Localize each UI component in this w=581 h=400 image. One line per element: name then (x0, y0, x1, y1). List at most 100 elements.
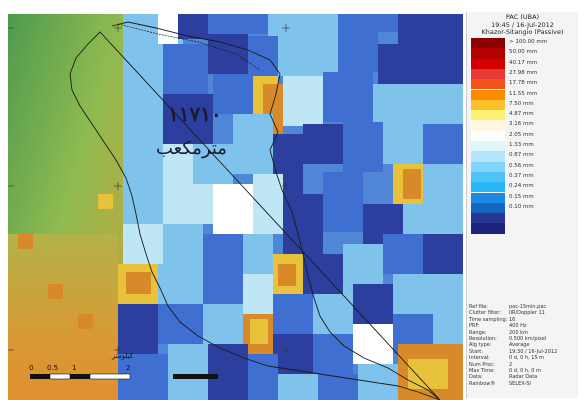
radar-cell (408, 359, 448, 389)
radar-cell (163, 44, 208, 94)
legend-label: 27.98 mm (509, 69, 538, 76)
legend-label: 17.78 mm (509, 80, 538, 87)
info-key: PRF: (469, 323, 480, 330)
radar-cell (213, 184, 253, 234)
info-row: Max Time: 0 d, 0 h, 0 m (469, 368, 541, 374)
overlay-volume-unit: مترمكعب (156, 138, 227, 159)
info-row: Rainbow® SELEX-SI (469, 381, 531, 387)
catchment-boundary (69, 21, 441, 400)
radar-cell (18, 234, 33, 249)
radar-cell (126, 272, 151, 294)
legend-swatch (471, 213, 505, 224)
legend-entry: 17.78 mm (471, 79, 575, 90)
radar-cell (163, 144, 193, 184)
legend-label: 0.24 mm (509, 183, 534, 190)
scale-label-0: 0 (29, 364, 34, 372)
radar-cell (278, 374, 318, 400)
legend-swatch (471, 182, 505, 193)
info-row: Clutter filter: IIR/Doppler 11 (469, 310, 545, 316)
radar-cell (48, 284, 63, 299)
info-value: 0 d, 0 h, 0 m (509, 368, 541, 374)
legend-label: 0.87 mm (509, 152, 534, 159)
info-row: Num Proc: 2 (469, 362, 512, 368)
legend-label: 7.50 mm (509, 100, 534, 107)
info-key: Range: (469, 329, 487, 336)
info-key: Clutter filter: (469, 310, 501, 317)
legend-entry: 0.87 mm (471, 151, 575, 162)
radar-cell (273, 334, 313, 374)
legend-label: 0.15 mm (509, 193, 534, 200)
radar-cell (423, 124, 463, 164)
legend-swatch (471, 202, 505, 214)
radar-cell (203, 304, 243, 344)
radar-cell (203, 264, 243, 304)
legend-entry: 0.15 mm (471, 192, 575, 203)
legend-title: PAC (UBA) (505, 13, 540, 21)
info-value: 2 (509, 361, 513, 368)
legend-label: 0.56 mm (509, 162, 534, 169)
radar-cell (158, 264, 203, 304)
grid-marks (8, 24, 290, 354)
radar-cell (233, 114, 273, 174)
radar-cell (343, 122, 383, 172)
info-value: Radar Data (509, 374, 538, 381)
radar-cell (423, 164, 463, 204)
info-value: 0.500 km/pixel (509, 336, 547, 342)
radar-cell (208, 14, 268, 34)
legend-datetime: 19:45 / 16-Jul-2012 (491, 20, 554, 29)
info-row: Data: Radar Data (469, 374, 537, 380)
radar-map[interactable]: ١١٧١٠ مترمكعب 0 0.5 1 2 كيلومتر (8, 14, 463, 400)
legend-entry: 0.10 mm (471, 202, 575, 214)
radar-cell (248, 36, 278, 76)
legend-entry: > 100.00 mm (471, 38, 575, 49)
legend-swatch (471, 192, 505, 203)
legend-entry (471, 223, 575, 234)
radar-cell (393, 274, 463, 314)
scale-unit: كيلومتر (112, 352, 134, 360)
precipitation-raster (8, 14, 463, 400)
info-key: Resolution: (469, 336, 497, 342)
scale-label-1: 1 (72, 364, 77, 372)
radar-cell (243, 274, 273, 314)
radar-cell (78, 314, 93, 329)
scale-bar (30, 373, 218, 380)
info-row: Start: 19:30 / 16-Jul-2012 (469, 349, 557, 355)
info-value: 200 km (509, 329, 528, 336)
legend-swatch (471, 38, 505, 49)
radar-cell (168, 344, 208, 400)
info-value: SELEX-SI (509, 380, 531, 387)
overlay-volume-number: ١١٧١٠ (168, 102, 222, 126)
radar-cell (178, 14, 208, 39)
legend-label: 4.87 mm (509, 111, 534, 118)
radar-cell (403, 169, 421, 199)
legend-label: 11.55 mm (509, 90, 538, 97)
info-key: Time sampling: (469, 316, 508, 323)
radar-cell (378, 44, 463, 84)
info-key: Max Time: (469, 368, 495, 374)
info-key: Start: (469, 348, 483, 355)
info-row: Resolution: 0.500 km/pixel (469, 336, 546, 342)
legend-label: 1.33 mm (509, 142, 534, 148)
radar-cell (398, 14, 463, 44)
legend-swatch (471, 171, 505, 183)
radar-cell (283, 76, 323, 126)
legend-entry: 11.55 mm (471, 89, 575, 100)
legend-entry: 0.37 mm (471, 171, 575, 183)
radar-cell (383, 234, 423, 274)
legend-entry: 50.00 mm (471, 48, 575, 59)
info-row: Range: 200 km (469, 330, 528, 336)
legend-swatch (471, 68, 505, 80)
radar-cell (250, 319, 268, 344)
legend-entry: 2.05 mm (471, 130, 575, 141)
legend-entry: 7.50 mm (471, 99, 575, 111)
info-row: Ref file: pac-15min.pac (469, 304, 546, 310)
legend-label: 40.17 mm (509, 59, 538, 66)
info-value: 400 Hz (509, 323, 527, 330)
legend-panel: PAC (UBA) 19:45 / 16-Jul-2012 Khazor-Sit… (466, 12, 578, 398)
legend-label: 0.37 mm (509, 172, 534, 179)
legend-label: 0.10 mm (509, 203, 534, 210)
legend-swatch (471, 120, 505, 131)
info-value: 19:30 / 16-Jul-2012 (509, 348, 558, 355)
radar-cell (123, 164, 163, 224)
info-value: Average (509, 342, 530, 349)
